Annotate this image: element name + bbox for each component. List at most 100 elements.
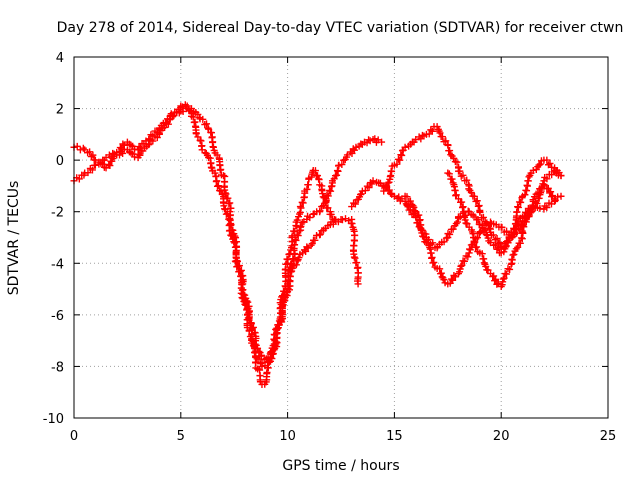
data-point-marker — [514, 224, 522, 232]
data-point-marker — [286, 250, 294, 258]
x-axis-title: GPS time / hours — [282, 458, 399, 474]
data-point-marker — [257, 351, 265, 359]
data-point — [314, 172, 322, 180]
data-point-marker — [227, 221, 235, 229]
data-point-marker — [482, 262, 490, 270]
data-point-marker — [89, 151, 97, 159]
data-point-marker — [476, 228, 484, 236]
x-tick-label: 0 — [70, 429, 78, 444]
data-point-marker — [234, 257, 242, 265]
data-point — [401, 143, 409, 151]
data-point-marker — [324, 204, 332, 212]
data-point-marker — [546, 159, 554, 167]
data-point-marker — [535, 194, 543, 202]
data-point-marker — [237, 266, 245, 274]
data-point — [211, 169, 219, 177]
data-point-marker — [427, 126, 435, 134]
data-point-marker — [303, 243, 311, 251]
data-point — [378, 138, 386, 146]
data-point-marker — [466, 246, 474, 254]
data-point-marker — [509, 233, 517, 241]
data-point-marker — [516, 239, 524, 247]
data-point-marker — [543, 204, 551, 212]
data-point-marker — [503, 227, 511, 235]
data-point-marker — [492, 275, 500, 283]
data-point-marker — [350, 253, 358, 261]
data-point-marker — [438, 133, 446, 141]
data-point-marker — [209, 143, 217, 151]
data-point-marker — [493, 234, 501, 242]
data-point-marker — [502, 238, 510, 246]
data-point-marker — [222, 190, 230, 198]
data-point-marker — [324, 192, 332, 200]
tick-layer: 0 5 10 15 20 25 -10 -8 -6 -4 -2 0 2 4 — [43, 51, 617, 444]
data-point-marker — [239, 286, 247, 294]
data-point-marker — [543, 156, 551, 164]
data-point — [454, 195, 462, 203]
data-point — [557, 172, 565, 180]
data-point-marker — [525, 213, 533, 221]
data-point-marker — [298, 219, 306, 227]
data-point-marker — [446, 230, 454, 238]
data-point-marker — [440, 238, 448, 246]
data-point-marker — [231, 232, 239, 240]
data-point — [91, 161, 99, 169]
data-point-marker — [514, 243, 522, 251]
data-point-marker — [396, 156, 404, 164]
data-point-marker — [287, 268, 295, 276]
data-point-marker — [319, 190, 327, 198]
data-point-marker — [217, 187, 225, 195]
data-point-marker — [271, 331, 279, 339]
data-point — [444, 169, 452, 177]
data-point-marker — [338, 216, 346, 224]
data-point-marker — [236, 267, 244, 275]
data-point-marker — [299, 199, 307, 207]
data-point — [557, 192, 565, 200]
data-point-marker — [106, 162, 114, 170]
data-point-marker — [474, 216, 482, 224]
y-tick-label: -4 — [51, 257, 64, 272]
data-point-marker — [461, 216, 469, 224]
data-point-marker — [534, 189, 542, 197]
data-point-marker — [371, 135, 379, 143]
y-tick-label: -8 — [51, 360, 64, 375]
data-point-marker — [199, 115, 207, 123]
data-point-marker — [415, 211, 423, 219]
data-point-marker — [448, 175, 456, 183]
data-point-marker — [116, 144, 124, 152]
y-tick-label: 4 — [56, 51, 64, 66]
data-point-marker — [264, 364, 272, 372]
data-point-marker — [118, 145, 126, 153]
data-point-marker — [136, 151, 144, 159]
data-point-marker — [338, 161, 346, 169]
data-point-marker — [361, 187, 369, 195]
data-point-marker — [403, 193, 411, 201]
data-point-marker — [149, 132, 157, 140]
data-point-marker — [327, 187, 335, 195]
data-point-marker — [295, 254, 303, 262]
data-point-marker — [520, 223, 528, 231]
data-point-marker — [393, 160, 401, 168]
data-point-marker — [480, 225, 488, 233]
data-point-marker — [292, 261, 300, 269]
data-point-marker — [430, 258, 438, 266]
data-point-marker — [229, 226, 237, 234]
data-point-marker — [521, 217, 529, 225]
data-point-marker — [498, 223, 506, 231]
data-point-marker — [227, 204, 235, 212]
data-point-marker — [513, 229, 521, 237]
data-point-marker — [491, 277, 499, 285]
data-point-marker — [467, 189, 475, 197]
data-point-marker — [241, 291, 249, 299]
data-point-marker — [221, 206, 229, 214]
data-point-marker — [436, 265, 444, 273]
data-point-marker — [518, 227, 526, 235]
data-point-marker — [235, 262, 243, 270]
data-point-marker — [536, 160, 544, 168]
data-point-marker — [473, 243, 481, 251]
data-point-marker — [394, 155, 402, 163]
data-point-marker — [86, 148, 94, 156]
data-point-marker — [161, 119, 169, 127]
data-point-marker — [387, 189, 395, 197]
